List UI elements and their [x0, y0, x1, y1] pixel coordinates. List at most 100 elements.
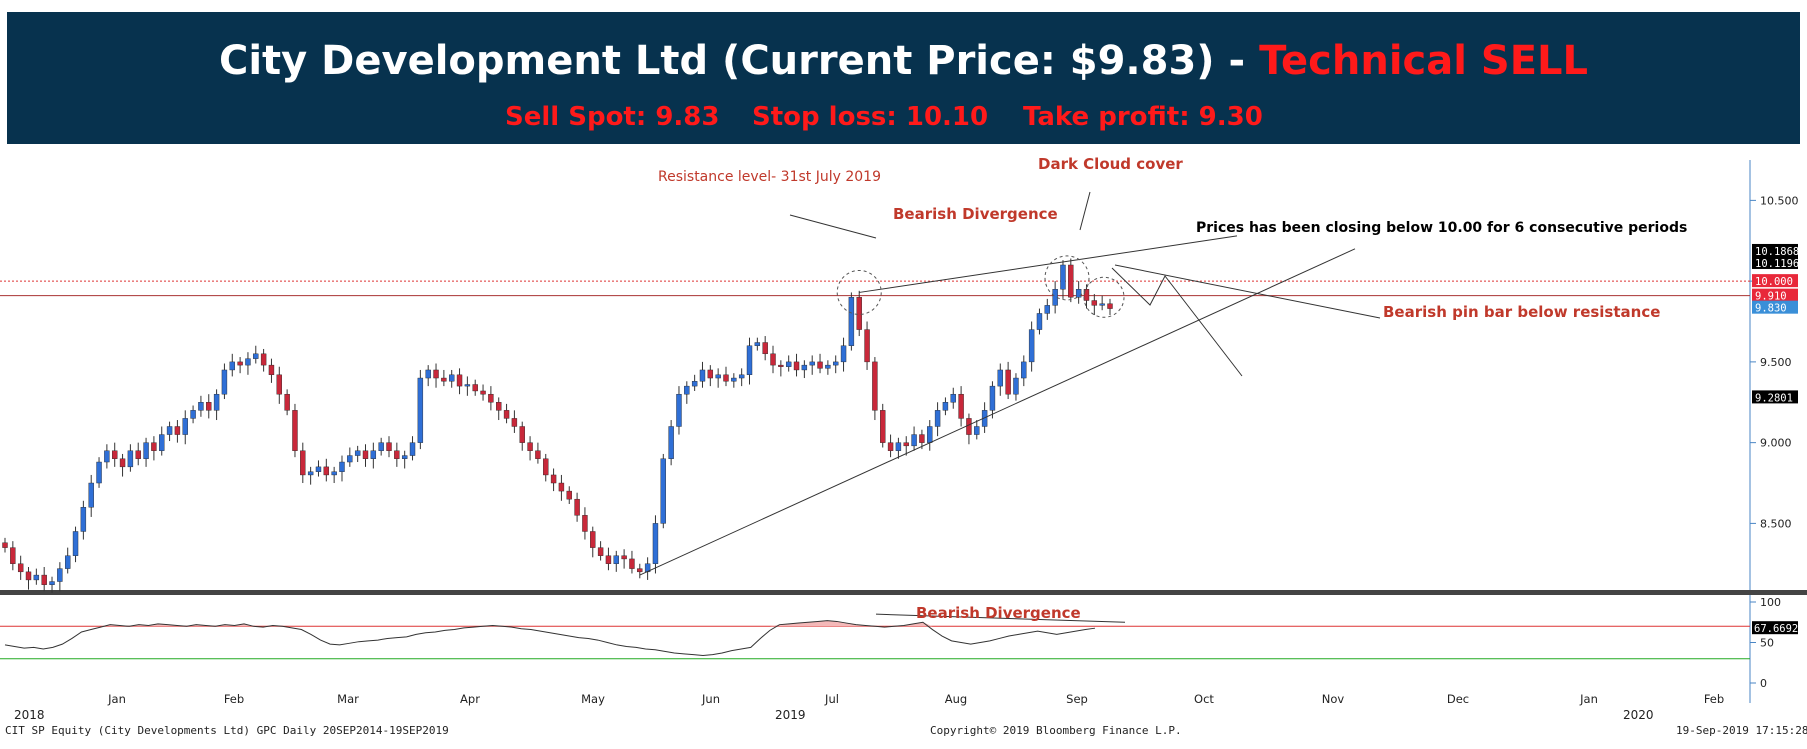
candle-body: [1091, 300, 1098, 306]
candle-body: [958, 393, 964, 419]
candle-body: [80, 507, 87, 532]
candle-body: [778, 364, 784, 367]
candle-body: [1075, 289, 1082, 298]
month-label: Jul: [824, 692, 839, 706]
candle-body: [895, 442, 902, 451]
support-trendline: [639, 248, 1356, 576]
month-label: Feb: [224, 692, 244, 706]
candle-body: [480, 390, 486, 395]
sell-spot: Sell Spot: 9.83: [505, 102, 720, 132]
month-label: Jun: [701, 692, 720, 706]
candle-body: [1005, 369, 1011, 395]
take-profit: Take profit: 9.30: [1023, 102, 1263, 132]
month-label: Jan: [107, 692, 126, 706]
candle-body: [57, 568, 63, 582]
candle-body: [1044, 305, 1051, 314]
candle-body: [934, 410, 941, 427]
candle-body: [206, 402, 212, 411]
year-label: 2020: [1623, 708, 1654, 722]
candle-body: [503, 410, 510, 419]
candle-body: [590, 531, 596, 548]
candle-body: [25, 571, 32, 581]
candle-body: [386, 442, 392, 451]
candle-body: [613, 555, 619, 564]
footer-timestamp: 19-Sep-2019 17:15:28: [1676, 724, 1807, 737]
price-label-text: 10.1868: [1755, 246, 1799, 258]
candle-body: [190, 410, 196, 419]
candle-body: [213, 393, 220, 411]
candle-body: [566, 490, 572, 500]
pin-bar-arrow: [1114, 264, 1381, 319]
candle-body: [770, 353, 776, 366]
candle-body: [362, 450, 369, 459]
annotation-rsi-divergence: Bearish Divergence: [916, 604, 1081, 622]
candle-body: [707, 369, 714, 379]
candle-body: [817, 361, 823, 369]
candle-body: [637, 568, 643, 573]
candle-body: [840, 345, 847, 363]
candle-body: [919, 434, 925, 443]
month-label: Mar: [337, 692, 359, 706]
month-label: Aug: [945, 692, 967, 706]
price-label-box: [1752, 274, 1798, 288]
candle-body: [903, 442, 909, 447]
price-label-box: [1752, 243, 1798, 257]
candle-body: [715, 374, 721, 379]
candle-body: [527, 442, 533, 451]
resistance-circle: [836, 269, 882, 315]
candle-body: [394, 450, 400, 459]
candle-body: [864, 329, 870, 363]
candle-body: [229, 361, 235, 371]
candle-body: [762, 342, 768, 355]
candle-body: [276, 374, 282, 395]
candle-body: [1013, 377, 1019, 395]
stop-loss: Stop loss: 10.10: [752, 102, 989, 132]
trade-levels: Sell Spot: 9.83 Stop loss: 10.10 Take pr…: [7, 102, 1800, 142]
candle-body: [72, 531, 79, 556]
candle-body: [809, 361, 815, 366]
dark-cloud-arrow: [1079, 191, 1091, 231]
candle-body: [425, 369, 431, 379]
candle-body: [370, 450, 377, 459]
candle-body: [347, 455, 353, 463]
candle-body: [691, 381, 698, 387]
candle-body: [488, 393, 494, 403]
candle-body: [151, 442, 157, 451]
candle-body: [221, 369, 228, 395]
rsi-divergence-line: [875, 613, 1126, 623]
candle-body: [731, 377, 737, 382]
candle-body: [1083, 289, 1090, 301]
header-banner: City Development Ltd (Current Price: $9.…: [7, 12, 1800, 144]
price-label-text: 10.000: [1755, 276, 1793, 288]
candle-body: [793, 361, 800, 371]
candle-body: [496, 402, 502, 411]
candle-body: [472, 384, 478, 392]
candle-body: [166, 426, 173, 435]
price-panel: 10.500 10.000 9.500 9.000 8.500 Resistance le…: [0, 155, 1807, 706]
candle-body: [300, 450, 306, 476]
candle-body: [1036, 313, 1043, 330]
rsi-tick-label: 100: [1760, 596, 1781, 609]
candle-body: [64, 555, 71, 569]
rsi-tick-label: 50: [1760, 637, 1774, 650]
candle-body: [801, 364, 808, 371]
candle-body: [464, 384, 471, 387]
candle-body: [315, 466, 322, 472]
candle-body: [887, 442, 894, 451]
candle-body: [880, 410, 886, 443]
candle-body: [433, 369, 439, 379]
price-tick-label: 9.500: [1760, 356, 1792, 369]
candle-body: [174, 426, 181, 435]
candle-body: [856, 297, 862, 330]
rsi-label-box: [1752, 621, 1798, 635]
candle-body: [629, 558, 635, 569]
annotation-bearish-divergence: Bearish Divergence: [893, 205, 1058, 223]
month-label: Oct: [1194, 692, 1214, 706]
candle-body: [872, 361, 878, 411]
candle-body: [597, 547, 604, 556]
candle-body: [96, 461, 102, 484]
candle-body: [401, 455, 408, 459]
candle-body: [550, 474, 557, 484]
projection-path: [1111, 267, 1243, 377]
resistance-arrow: [789, 214, 877, 239]
